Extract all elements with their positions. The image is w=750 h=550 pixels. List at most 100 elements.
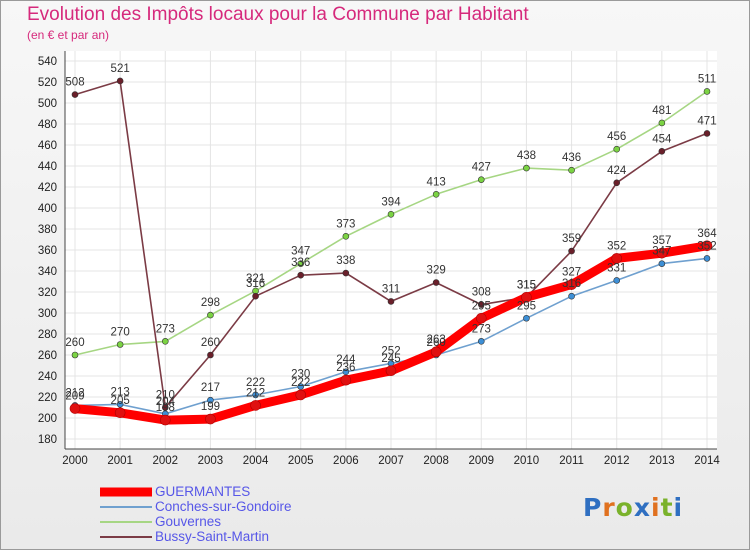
y-tick-label: 500 bbox=[38, 98, 57, 110]
data-point bbox=[387, 211, 395, 218]
legend-label-bussy: Bussy-Saint-Martin bbox=[155, 529, 270, 544]
x-tick-label: 2006 bbox=[333, 455, 359, 467]
data-point bbox=[432, 279, 440, 286]
data-point bbox=[297, 383, 305, 390]
data-point bbox=[477, 176, 485, 183]
chart-subtitle: (en € et par an) bbox=[27, 28, 110, 42]
data-label: 244 bbox=[336, 354, 356, 366]
data-point bbox=[568, 247, 575, 255]
data-label: 212 bbox=[65, 387, 84, 399]
series-lines bbox=[69, 77, 713, 426]
data-point bbox=[252, 292, 259, 300]
data-label: 311 bbox=[382, 283, 400, 295]
data-label: 213 bbox=[111, 386, 130, 398]
data-label: 454 bbox=[652, 133, 672, 145]
data-point bbox=[207, 351, 214, 359]
data-label: 424 bbox=[607, 165, 627, 177]
data-point bbox=[703, 88, 711, 95]
data-label: 316 bbox=[562, 278, 581, 290]
y-tick-label: 200 bbox=[38, 413, 57, 425]
x-tick-label: 2007 bbox=[378, 455, 404, 467]
data-label: 338 bbox=[336, 255, 355, 267]
data-label: 199 bbox=[201, 401, 220, 413]
data-label: 308 bbox=[472, 287, 491, 299]
data-labels: 260 270 273 298 321 347 373 394 413 427 438 436 456 4… bbox=[65, 63, 717, 414]
data-point bbox=[205, 413, 216, 425]
data-label: 315 bbox=[517, 279, 536, 291]
data-point bbox=[568, 166, 575, 174]
data-point bbox=[521, 291, 532, 303]
data-point bbox=[116, 401, 124, 408]
data-label: 364 bbox=[697, 228, 717, 240]
data-label: 217 bbox=[201, 382, 220, 394]
data-label: 298 bbox=[201, 297, 220, 309]
data-label: 438 bbox=[517, 150, 536, 162]
y-tick-label: 360 bbox=[38, 245, 57, 257]
data-point bbox=[701, 240, 713, 252]
data-label: 295 bbox=[517, 300, 536, 312]
data-point bbox=[69, 403, 81, 414]
data-label: 347 bbox=[652, 246, 671, 258]
data-label: 357 bbox=[652, 235, 671, 247]
y-tick-label: 340 bbox=[38, 266, 57, 278]
data-label: 252 bbox=[381, 345, 400, 357]
x-tick-label: 2002 bbox=[152, 455, 178, 467]
data-point bbox=[161, 404, 169, 411]
data-point bbox=[568, 292, 575, 300]
y-tick-label: 380 bbox=[38, 224, 57, 236]
x-tick-label: 2009 bbox=[468, 455, 494, 467]
legend-swatches bbox=[100, 487, 152, 538]
proxiti-logo: Proxiti bbox=[583, 493, 682, 522]
x-tick-label: 2004 bbox=[243, 455, 269, 467]
data-label: 521 bbox=[111, 63, 130, 75]
y-tick-label: 260 bbox=[38, 350, 57, 362]
data-point bbox=[340, 374, 352, 386]
data-label: 245 bbox=[381, 353, 400, 365]
data-point bbox=[656, 247, 668, 259]
y-tick-label: 480 bbox=[38, 119, 57, 131]
data-point bbox=[523, 164, 530, 172]
data-label: 336 bbox=[291, 257, 310, 269]
data-label: 359 bbox=[562, 233, 581, 245]
data-label: 295 bbox=[472, 300, 491, 312]
data-point bbox=[703, 130, 711, 137]
data-label: 456 bbox=[607, 131, 626, 143]
x-tick-label: 2005 bbox=[288, 455, 314, 467]
data-label: 373 bbox=[336, 218, 355, 230]
data-label: 270 bbox=[111, 327, 130, 339]
data-point bbox=[611, 253, 623, 264]
data-label: 204 bbox=[156, 396, 176, 408]
data-point bbox=[342, 368, 350, 376]
data-point bbox=[432, 191, 440, 198]
grid-lines bbox=[65, 51, 717, 449]
data-point bbox=[295, 389, 307, 401]
data-label: 230 bbox=[291, 369, 310, 381]
data-point bbox=[477, 338, 485, 345]
data-point bbox=[475, 312, 487, 324]
y-tick-label: 420 bbox=[38, 182, 57, 194]
y-tick-label: 180 bbox=[38, 434, 57, 446]
data-label: 205 bbox=[111, 395, 130, 407]
data-label: 508 bbox=[65, 77, 84, 89]
legend-label-gouvernes: Gouvernes bbox=[155, 514, 222, 529]
data-point bbox=[523, 314, 530, 322]
x-tick-label: 2010 bbox=[514, 455, 540, 467]
y-tick-label: 460 bbox=[38, 140, 57, 152]
data-label: 347 bbox=[291, 246, 310, 258]
data-point bbox=[116, 77, 124, 85]
data-point bbox=[297, 271, 305, 279]
data-label: 436 bbox=[562, 152, 581, 164]
data-label: 210 bbox=[156, 390, 175, 402]
data-label: 209 bbox=[65, 391, 84, 403]
x-tick-label: 2003 bbox=[198, 455, 224, 467]
data-point bbox=[252, 391, 259, 399]
data-label: 331 bbox=[607, 262, 626, 274]
data-label: 352 bbox=[607, 240, 626, 252]
data-point bbox=[159, 414, 171, 426]
y-tick-label: 320 bbox=[38, 287, 57, 299]
data-label: 260 bbox=[201, 337, 220, 349]
x-tick-label: 2008 bbox=[423, 455, 449, 467]
data-label: 260 bbox=[427, 337, 446, 349]
data-point bbox=[430, 346, 442, 358]
